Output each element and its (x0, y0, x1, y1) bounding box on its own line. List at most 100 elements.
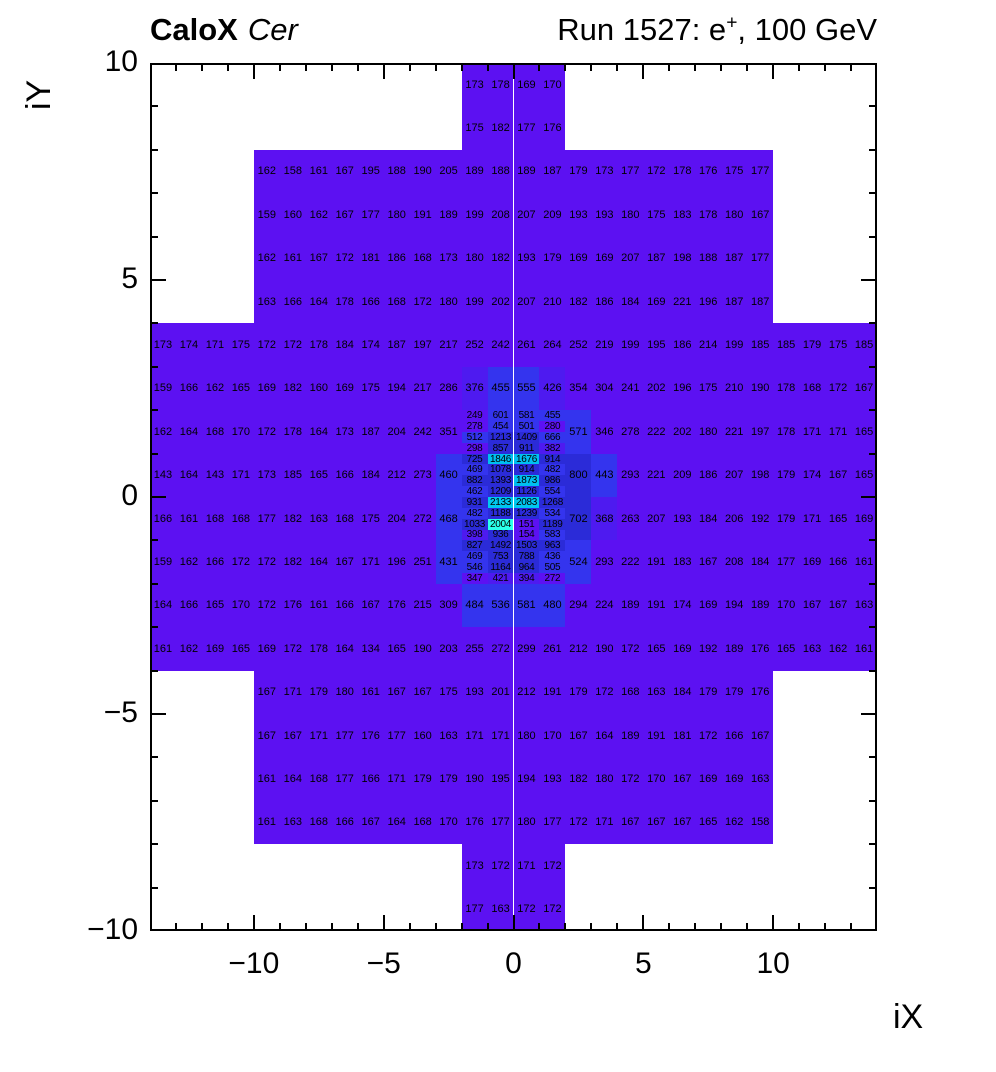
heatmap-cell: 172 (617, 757, 644, 801)
heatmap-cell: 162 (305, 193, 332, 237)
heatmap-cell: 179 (721, 670, 748, 714)
y-minor-tick (869, 886, 877, 889)
heatmap-cell: 180 (695, 410, 722, 454)
heatmap-cell: 179 (435, 757, 462, 801)
x-tick-label: 10 (756, 947, 790, 980)
y-major-tick (861, 279, 877, 281)
heatmap-cell: 199 (461, 193, 488, 237)
heatmap-cell: 178 (305, 627, 332, 671)
heatmap-cell: 346 (591, 410, 618, 454)
heatmap-cell: 455 (487, 366, 514, 411)
heatmap-cell: 169 (669, 627, 696, 671)
heatmap-cell: 222 (643, 410, 670, 454)
heatmap-cell: 164 (305, 280, 332, 324)
heatmap-cell: 187 (383, 323, 410, 367)
heatmap-cell: 175 (435, 670, 462, 714)
heatmap-cell: 169 (695, 757, 722, 801)
heatmap-cell: 198 (669, 236, 696, 280)
heatmap-cell: 179 (773, 453, 800, 497)
heatmap-cell: 193 (565, 193, 592, 237)
x-major-tick (642, 63, 645, 79)
heatmap-cell: 168 (305, 800, 332, 845)
heatmap-cell: 193 (539, 757, 566, 801)
x-minor-tick (434, 63, 437, 71)
heatmap-cell: 426 (539, 366, 566, 411)
x-minor-tick (408, 63, 411, 71)
x-minor-tick (824, 63, 827, 71)
heatmap-cell: 208 (487, 193, 514, 237)
heatmap-cell: 180 (513, 714, 540, 758)
heatmap-cell: 158 (279, 149, 306, 194)
y-minor-tick (150, 192, 158, 195)
x-tick-label: 0 (505, 947, 522, 980)
heatmap-cell: 172 (591, 670, 618, 714)
heatmap-cell: 168 (617, 670, 644, 714)
heatmap-cell: 177 (331, 757, 358, 801)
x-major-tick (772, 915, 775, 931)
y-minor-tick (150, 756, 158, 759)
heatmap-cell: 163 (643, 670, 670, 714)
heatmap-cell: 172 (253, 323, 280, 367)
heatmap-cell: 171 (487, 714, 514, 758)
heatmap-cell: 184 (617, 280, 644, 324)
heatmap-cell: 180 (383, 193, 410, 237)
heatmap-cell: 167 (331, 149, 358, 194)
heatmap-cell: 172 (539, 887, 566, 931)
heatmap-cell: 185 (279, 453, 306, 497)
heatmap-cell: 986 (539, 475, 566, 486)
heatmap-cell: 164 (150, 583, 176, 628)
heatmap-cell: 469 (461, 551, 488, 562)
heatmap-cell: 601 (487, 410, 514, 421)
heatmap-cell: 165 (201, 583, 228, 628)
heatmap-cell: 172 (253, 410, 280, 454)
heatmap-cell: 176 (383, 583, 410, 628)
heatmap-cell: 180 (617, 193, 644, 237)
heatmap-cell: 581 (513, 410, 540, 421)
heatmap-cell: 166 (150, 497, 176, 541)
heatmap-cell: 177 (513, 106, 540, 150)
heatmap-cell: 164 (331, 627, 358, 671)
heatmap-cell: 536 (487, 583, 514, 628)
heatmap-cell: 182 (279, 366, 306, 411)
heatmap-cell: 181 (669, 714, 696, 758)
heatmap-cell: 182 (487, 106, 514, 150)
heatmap-cell: 221 (643, 453, 670, 497)
heatmap-cell: 171 (279, 670, 306, 714)
heatmap-cell: 184 (695, 497, 722, 541)
heatmap-cell: 172 (253, 583, 280, 628)
x-minor-tick (278, 63, 281, 71)
heatmap-cell: 165 (825, 497, 852, 541)
heatmap-cell: 183 (669, 540, 696, 584)
heatmap-cell: 172 (279, 323, 306, 367)
y-major-tick (861, 713, 877, 715)
heatmap-cell: 166 (721, 714, 748, 758)
heatmap-cell: 170 (435, 800, 462, 845)
heatmap-cell: 177 (487, 800, 514, 845)
x-minor-tick (824, 923, 827, 931)
heatmap-cell: 167 (331, 540, 358, 584)
heatmap-cell: 179 (773, 497, 800, 541)
heatmap-cell: 189 (617, 714, 644, 758)
heatmap-cell: 168 (201, 497, 228, 541)
x-major-tick (252, 63, 255, 79)
heatmap-cell: 169 (799, 540, 826, 584)
heatmap-cell: 159 (150, 540, 176, 584)
heatmap-cell: 166 (331, 453, 358, 497)
charge-superscript: + (726, 12, 738, 34)
heatmap-cell: 182 (279, 540, 306, 584)
heatmap-cell: 161 (851, 627, 877, 671)
energy-text: , 100 GeV (737, 12, 877, 47)
heatmap-cell: 164 (175, 453, 202, 497)
heatmap-cell: 484 (461, 583, 488, 628)
heatmap-cell: 914 (513, 464, 540, 475)
heatmap-cell: 272 (409, 497, 436, 541)
heatmap-cell: 134 (357, 627, 384, 671)
heatmap-cell: 185 (747, 323, 774, 367)
heatmap-cell: 206 (721, 497, 748, 541)
heatmap-cell: 546 (461, 562, 488, 573)
heatmap-cell: 273 (409, 453, 436, 497)
heatmap-cell: 280 (539, 421, 566, 432)
heatmap-cell: 175 (461, 106, 488, 150)
heatmap-cell: 192 (695, 627, 722, 671)
heatmap-cell: 164 (305, 540, 332, 584)
